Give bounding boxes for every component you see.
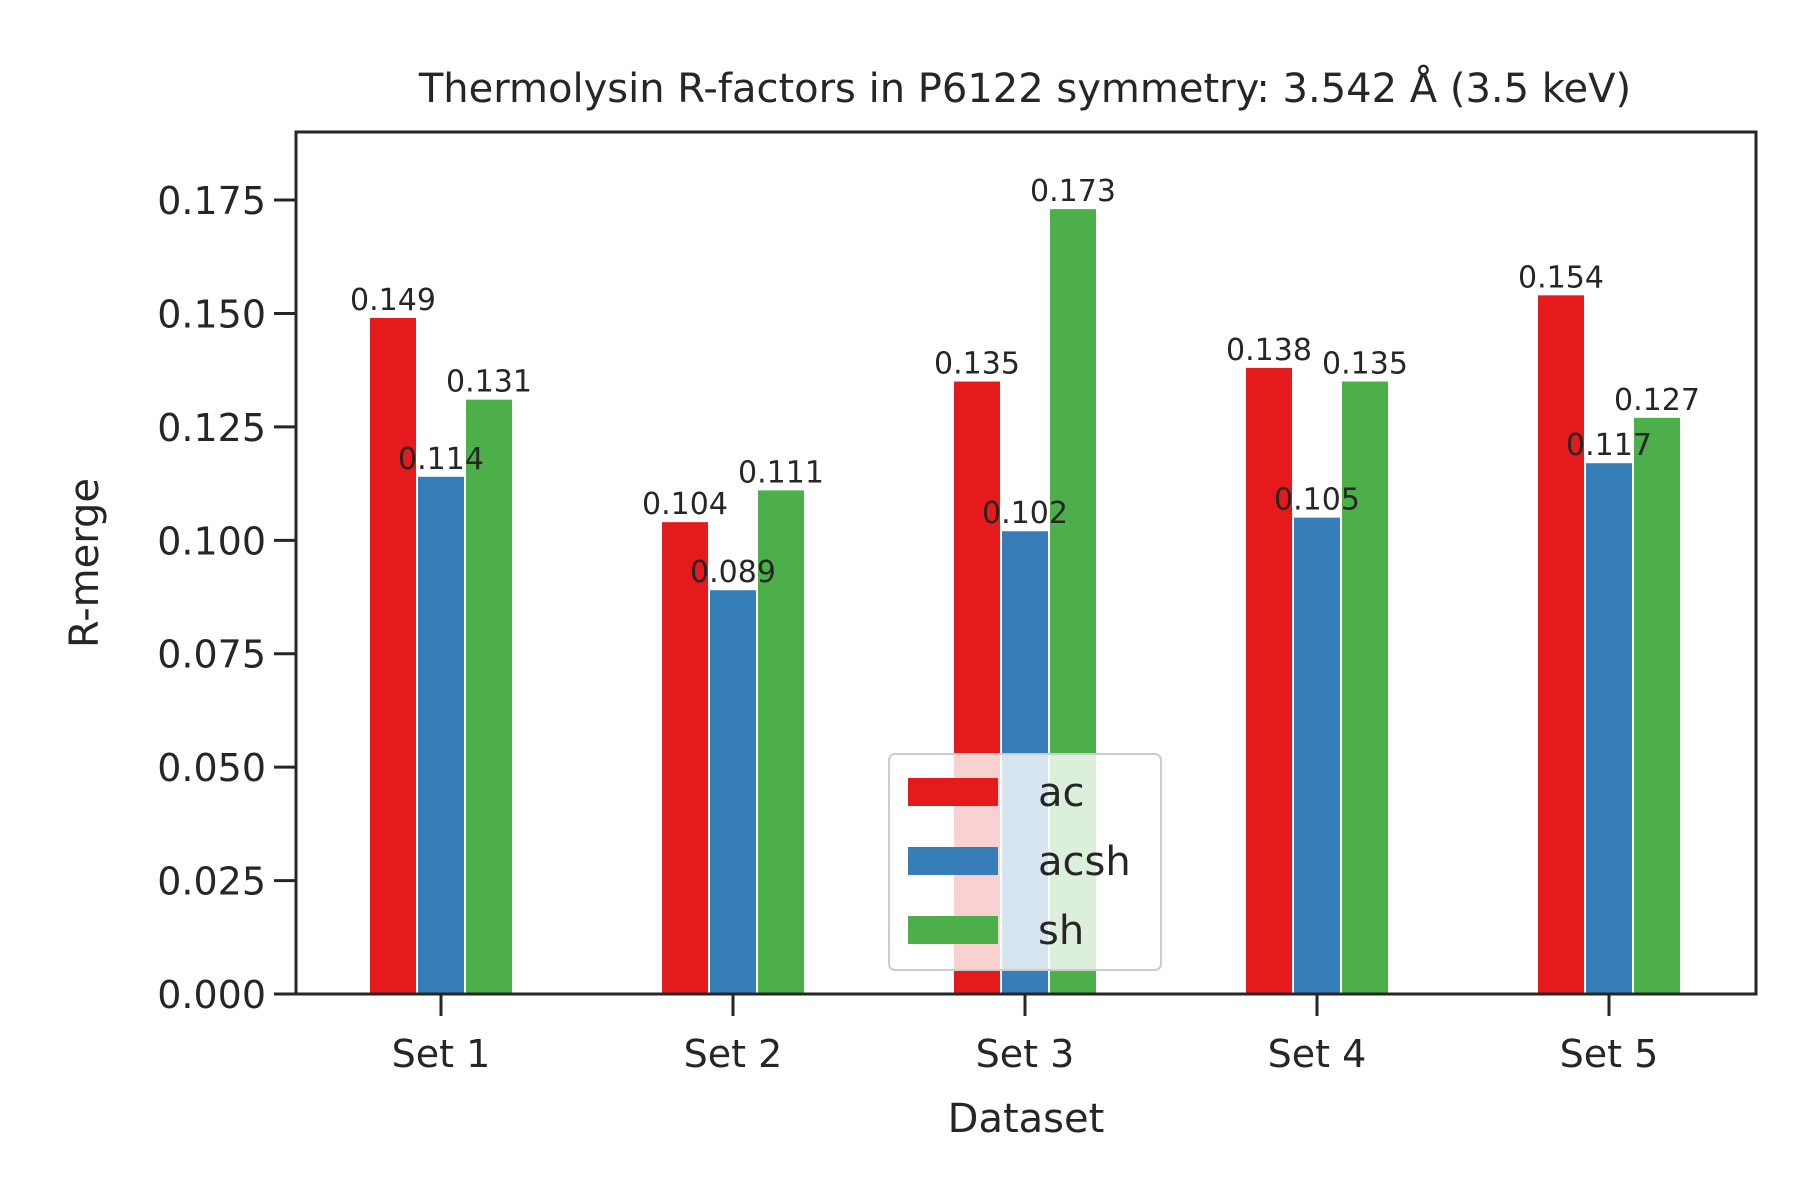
value-label-ac-1: 0.149	[350, 283, 436, 318]
bar-sh-5	[1634, 417, 1680, 994]
value-label-sh-1: 0.131	[446, 365, 532, 400]
legend-swatch-ac	[908, 778, 998, 806]
bar-sh-2	[758, 490, 804, 994]
value-label-sh-3: 0.173	[1030, 174, 1116, 209]
x-tick-label: Set 5	[1560, 1032, 1659, 1076]
legend-items: ac acsh sh	[908, 770, 1131, 954]
y-tick-label: 0.100	[157, 519, 266, 563]
x-tick-label: Set 3	[976, 1032, 1075, 1076]
legend-swatch-sh	[908, 916, 998, 944]
value-label-sh-5: 0.127	[1614, 383, 1700, 418]
bar-sh-4	[1342, 381, 1388, 994]
bar-ac-5	[1538, 295, 1584, 995]
y-tick-label: 0.125	[157, 406, 266, 450]
y-tick-label: 0.025	[157, 860, 266, 904]
bar-acsh-2	[710, 590, 756, 994]
value-labels-layer: 0.149 0.104 0.135 0.138 0.154 0.114 0.089 0.102…	[350, 174, 1700, 590]
value-label-acsh-1: 0.114	[398, 442, 484, 477]
y-tick-label: 0.175	[157, 179, 266, 223]
value-label-ac-5: 0.154	[1518, 260, 1604, 295]
value-label-acsh-4: 0.105	[1274, 483, 1360, 518]
chart-title: Thermolysin R-factors in P6122 symmetry:…	[418, 64, 1631, 112]
value-label-ac-3: 0.135	[934, 347, 1020, 382]
value-label-ac-4: 0.138	[1226, 333, 1312, 368]
bar-acsh-1	[418, 476, 464, 994]
legend: ac acsh sh	[888, 753, 1162, 971]
x-axis-label: Dataset	[948, 1096, 1105, 1142]
bar-acsh-5	[1586, 463, 1632, 995]
y-axis-label: R-merge	[62, 478, 108, 648]
bar-sh-1	[466, 399, 512, 994]
bar-ac-2	[662, 522, 708, 994]
bar-ac-4	[1246, 367, 1292, 995]
legend-label-acsh: acsh	[1038, 839, 1131, 885]
x-axis: Set 1 Set 2 Set 3 Set 4 Set 5	[392, 994, 1659, 1076]
value-label-sh-2: 0.111	[738, 455, 824, 490]
value-label-acsh-3: 0.102	[982, 496, 1068, 531]
x-tick-label: Set 2	[684, 1032, 783, 1076]
y-tick-label: 0.075	[157, 633, 266, 677]
x-tick-label: Set 4	[1268, 1032, 1367, 1076]
legend-label-sh: sh	[1038, 908, 1084, 954]
legend-label-ac: ac	[1038, 770, 1085, 816]
y-axis: 0.000 0.025 0.050 0.075 0.100 0.125 0.150 0.175	[157, 179, 296, 1017]
value-label-ac-2: 0.104	[642, 487, 728, 522]
value-label-acsh-2: 0.089	[690, 555, 776, 590]
bar-acsh-4	[1294, 517, 1340, 994]
value-label-sh-4: 0.135	[1322, 347, 1408, 382]
y-tick-label: 0.050	[157, 746, 266, 790]
value-label-acsh-5: 0.117	[1566, 428, 1652, 463]
x-tick-label: Set 1	[392, 1032, 491, 1076]
y-tick-label: 0.000	[157, 973, 266, 1017]
y-tick-label: 0.150	[157, 292, 266, 336]
bar-ac-1	[370, 318, 416, 995]
legend-swatch-acsh	[908, 847, 998, 875]
